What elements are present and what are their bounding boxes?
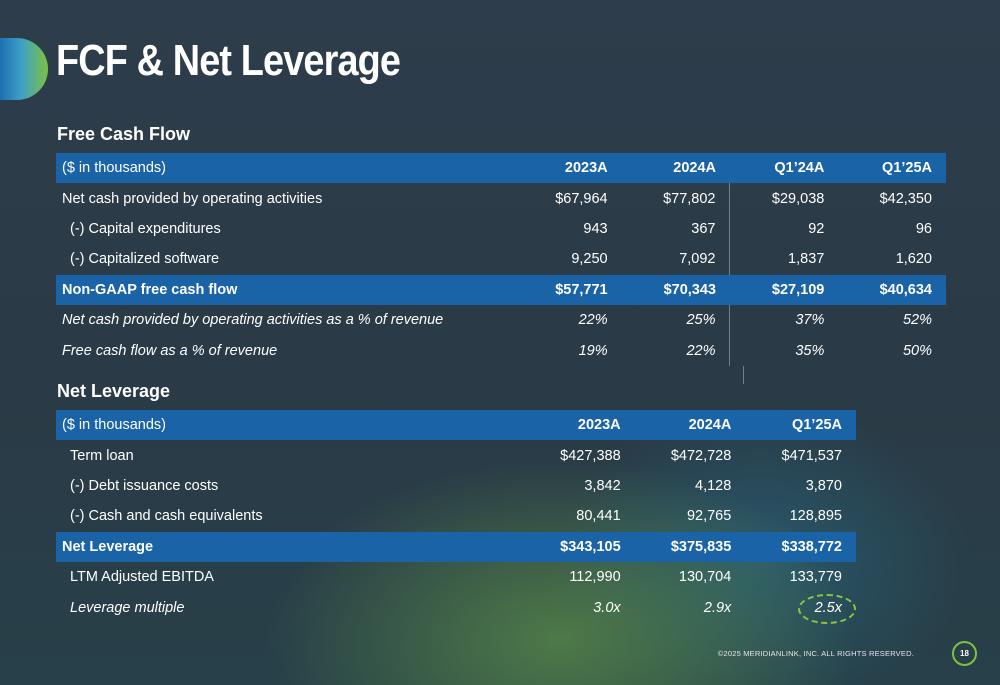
- row-label: Non-GAAP free cash flow: [56, 274, 514, 305]
- cell-value: 19%: [578, 342, 608, 359]
- row-label: Term loan: [70, 447, 134, 464]
- header-cell: Q1’25A: [838, 153, 946, 184]
- cell-value: 133,779: [789, 569, 842, 586]
- cell-value: $471,537: [781, 447, 842, 464]
- cell-value: 2.9x: [703, 599, 732, 616]
- cell-value: 22%: [578, 312, 608, 329]
- cell-value: $77,802: [663, 190, 716, 207]
- header-cell: 2024A: [634, 410, 746, 441]
- cell-value: $42,350: [879, 190, 932, 207]
- cell-value: $70,343: [621, 274, 730, 305]
- cell-value: 9,250: [571, 251, 608, 268]
- cell-value: 130,704: [678, 569, 732, 586]
- table-row: (-) Cash and cash equivalents 80,441 92,…: [56, 501, 856, 531]
- table-row: Leverage multiple 3.0x 2.9x 2.5x: [56, 592, 856, 622]
- header-cell: Q1’25A: [745, 410, 856, 441]
- cell-value: $57,771: [514, 274, 622, 305]
- section-title-net-leverage: Net Leverage: [57, 381, 171, 401]
- table-row: Net cash provided by operating activitie…: [56, 183, 946, 214]
- cell-value: 3,842: [584, 477, 621, 494]
- table-row: Net cash provided by operating activitie…: [56, 304, 946, 336]
- row-label: Free cash flow as a % of revenue: [62, 342, 278, 359]
- cell-value: 943: [583, 220, 608, 237]
- cell-value: $472,728: [670, 447, 732, 464]
- header-cell: 2023A: [514, 153, 622, 184]
- cell-value: 25%: [686, 312, 716, 329]
- table-header-row: ($ in thousands) 2023A 2024A Q1’25A: [56, 410, 856, 441]
- table-row-total: Net Leverage $343,105 $375,835 $338,772: [56, 531, 856, 562]
- table-header-row: ($ in thousands) 2023A 2024A Q1’24A Q1’2…: [56, 153, 946, 184]
- header-cell: ($ in thousands): [56, 410, 524, 441]
- cell-value: 367: [691, 220, 716, 237]
- row-label: Net cash provided by operating activitie…: [62, 190, 323, 207]
- row-label: (-) Capital expenditures: [70, 220, 221, 237]
- table-row: (-) Capitalized software 9,250 7,092 1,8…: [56, 244, 946, 275]
- free-cash-flow-table: ($ in thousands) 2023A 2024A Q1’24A Q1’2…: [56, 153, 946, 366]
- row-label: (-) Debt issuance costs: [70, 477, 219, 494]
- copyright-text: ©2025 MERIDIANLINK, INC. ALL RIGHTS RESE…: [717, 649, 914, 658]
- row-label: (-) Capitalized software: [70, 251, 220, 268]
- cell-value: 92: [729, 213, 839, 245]
- cell-value: $29,038: [729, 183, 839, 214]
- cell-value: $375,835: [634, 531, 746, 562]
- highlight-circle: [798, 594, 856, 624]
- cell-value: 22%: [686, 342, 716, 359]
- page-number: 18: [952, 641, 977, 666]
- cell-value: 37%: [729, 304, 839, 336]
- cell-value: 4,128: [695, 477, 732, 494]
- cell-value: 52%: [902, 312, 932, 329]
- cell-value: 80,441: [576, 508, 621, 525]
- page-title: FCF & Net Leverage: [56, 36, 401, 85]
- table-row: (-) Debt issuance costs 3,842 4,128 3,87…: [56, 471, 856, 501]
- cell-value: $40,634: [838, 274, 946, 305]
- header-cell: 2024A: [621, 153, 730, 184]
- cell-value: $67,964: [555, 190, 608, 207]
- cell-value: 1,837: [729, 244, 839, 275]
- section-title-free-cash-flow: Free Cash Flow: [57, 124, 191, 144]
- row-label: Net cash provided by operating activitie…: [62, 312, 444, 329]
- cell-value: 50%: [902, 342, 932, 359]
- header-cell: 2023A: [524, 410, 635, 441]
- table-row: LTM Adjusted EBITDA 112,990 130,704 133,…: [56, 562, 856, 592]
- cell-value: 128,895: [789, 508, 842, 525]
- cell-value: $343,105: [524, 531, 635, 562]
- row-label: (-) Cash and cash equivalents: [70, 508, 263, 525]
- cell-value: 1,620: [895, 251, 932, 268]
- row-label: LTM Adjusted EBITDA: [70, 569, 214, 586]
- cell-value: 3.0x: [593, 599, 621, 616]
- cell-value: $27,109: [729, 274, 839, 305]
- cell-value: $427,388: [560, 447, 621, 464]
- row-label: Net Leverage: [56, 531, 524, 562]
- table-row: Free cash flow as a % of revenue 19% 22%…: [56, 335, 946, 366]
- cell-value: 92,765: [686, 508, 732, 525]
- cell-value: $338,772: [745, 531, 856, 562]
- row-label: Leverage multiple: [70, 599, 185, 616]
- net-leverage-table: ($ in thousands) 2023A 2024A Q1’25A Term…: [56, 410, 856, 623]
- title-accent-tab: [0, 38, 48, 100]
- cell-value: 7,092: [679, 251, 716, 268]
- header-cell: ($ in thousands): [56, 153, 514, 184]
- column-divider: [743, 366, 744, 384]
- table-row: (-) Capital expenditures 943 367 92 96: [56, 213, 946, 245]
- cell-value: 112,990: [569, 569, 621, 586]
- table-row-total: Non-GAAP free cash flow $57,771 $70,343 …: [56, 274, 946, 305]
- cell-value: 96: [915, 220, 932, 237]
- cell-value: 3,870: [805, 477, 842, 494]
- cell-value: 35%: [729, 335, 839, 366]
- header-cell: Q1’24A: [729, 153, 839, 184]
- table-row: Term loan $427,388 $472,728 $471,537: [56, 440, 856, 470]
